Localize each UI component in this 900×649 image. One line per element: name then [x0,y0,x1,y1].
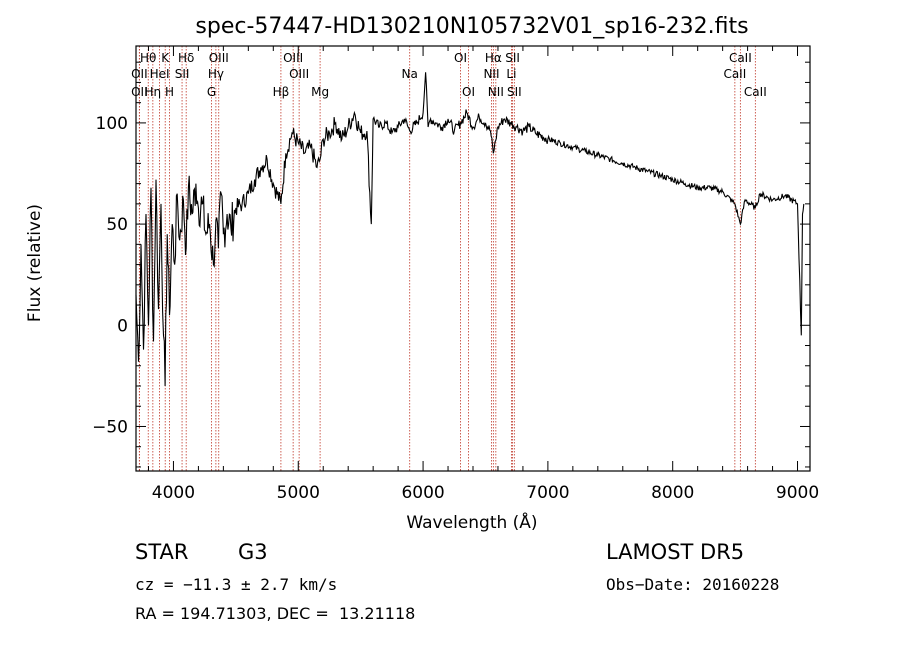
spectral-line-label: SII [175,67,190,81]
x-tick-label: 6000 [401,483,444,503]
spectral-line-label: OII [131,67,148,81]
y-tick-label: −50 [92,417,128,437]
spectral-line-label: Hα [485,51,502,65]
y-tick-label: 100 [96,114,128,134]
spectral-line-label: OIII [289,67,309,81]
y-axis-ticks: −50 0 50 100 [92,61,810,468]
spectral-line-label: NII [488,85,504,99]
redshift-cz: cz = −11.3 ± 2.7 km/s [135,575,338,594]
spectral-line-label: H [165,85,174,99]
coordinates: RA = 194.71303, DEC = 13.21118 [135,604,416,623]
spectral-line-label: CaII [744,85,767,99]
x-tick-label: 5000 [277,483,320,503]
spectral-line-label: Hβ [273,85,290,99]
spectral-line-label: CaII [723,67,746,81]
object-class: STAR [135,540,189,564]
chart-title: spec-57447-HD130210N105732V01_sp16-232.f… [195,14,748,39]
spectral-line-markers [138,46,756,471]
x-tick-label: 8000 [651,483,694,503]
x-tick-label: 4000 [152,483,195,503]
y-tick-label: 50 [106,215,128,235]
x-tick-label: 7000 [526,483,569,503]
spectral-line-label: G [207,85,216,99]
spectral-line-label: OI [462,85,475,99]
spectral-line-label: OIII [209,51,229,65]
observation-date: Obs−Date: 20160228 [606,575,780,594]
spectral-line-label: OI [454,51,467,65]
spectral-line-label: K [161,51,170,65]
spectrum-series-line [135,72,805,387]
plot-frame [135,45,811,472]
spectral-line-label: Hθ [140,51,156,65]
object-subclass: G3 [238,540,268,564]
spectral-line-label: Hδ [178,51,194,65]
y-axis-label: Flux (relative) [25,204,45,322]
y-tick-label: 0 [117,316,128,336]
spectral-line-label: SII [505,51,520,65]
spectral-line-label: Hγ [208,67,224,81]
x-tick-label: 9000 [776,483,819,503]
spectral-line-label: Li [506,67,516,81]
spectral-line-label: NII [483,67,499,81]
spectral-line-label: SII [507,85,522,99]
spectral-line-label: HeI [150,67,170,81]
spectral-line-label: OIII [283,51,303,65]
spectral-line-label: Na [402,67,418,81]
survey-name: LAMOST DR5 [606,540,745,564]
spectral-line-label: CaII [729,51,752,65]
x-axis-label: Wavelength (Å) [406,511,537,533]
spectral-line-label: OII [131,85,148,99]
spectral-line-label: Hη [145,85,162,99]
x-axis-ticks: 4000 5000 6000 7000 8000 9000 [147,46,819,503]
spectral-line-label: Mg [311,85,329,99]
